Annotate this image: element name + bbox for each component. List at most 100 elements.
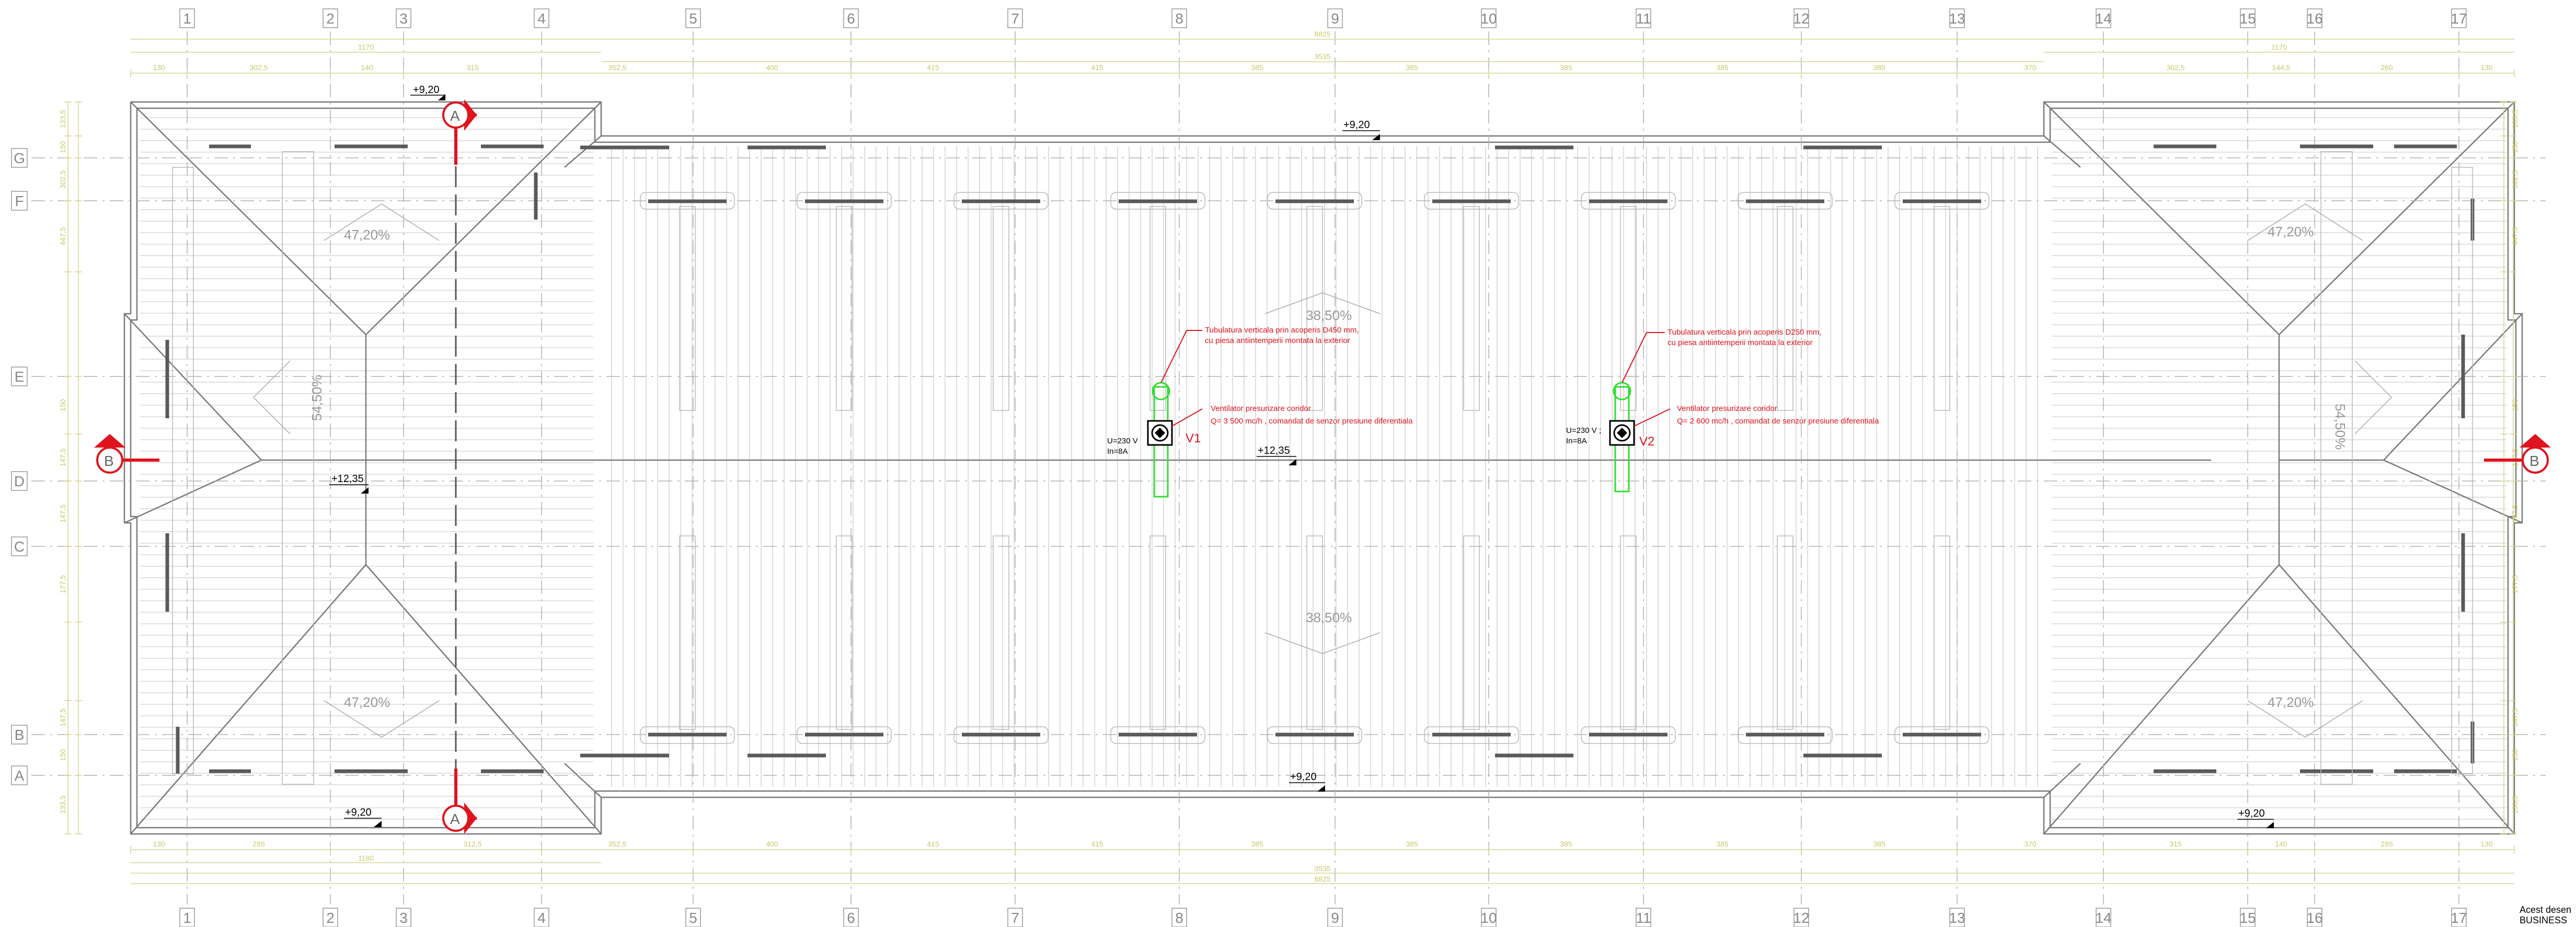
elevation-top-left: +9,20	[413, 84, 440, 96]
axis-bubble	[685, 908, 701, 927]
axis-label-col: 13	[1949, 10, 1965, 27]
dim-value: 385	[1406, 63, 1418, 72]
beam-outline	[1267, 726, 1362, 744]
axis-label-col: 8	[1175, 910, 1183, 926]
beam-outline	[1463, 206, 1480, 411]
dim-value-vertical: 302,5	[2511, 170, 2519, 188]
beam-outline	[1777, 535, 1793, 730]
dim-total: 1170	[358, 43, 374, 51]
dim-value-vertical: 150	[2511, 141, 2519, 153]
axis-bubble	[1171, 908, 1187, 927]
axis-label-col: 15	[2239, 910, 2256, 926]
fan-v2-elec-1: U=230 V ;	[1566, 426, 1601, 435]
axis-bubble	[11, 536, 28, 556]
axis-label-col: 4	[537, 10, 546, 27]
axis-bubble	[1481, 908, 1497, 927]
axis-label-row: D	[14, 473, 25, 489]
dim-value: 144,5	[2272, 63, 2290, 72]
dim-value: 385	[1873, 63, 1885, 72]
axis-bubble	[534, 8, 549, 28]
axis-label-col: 6	[847, 10, 855, 27]
beam-outline	[1581, 192, 1676, 210]
beam-outline	[1738, 192, 1833, 210]
corner-note-line-1: Acest desen	[2520, 905, 2572, 915]
dim-value: 415	[927, 63, 939, 72]
fan-v2-duct-note-2: cu piesa antiintemperii montata la exter…	[1668, 338, 1813, 347]
axis-label-col: 7	[1011, 10, 1019, 27]
axis-label-col: 2	[326, 10, 335, 27]
dim-value: 415	[1091, 840, 1103, 848]
axis-bubble	[843, 8, 859, 28]
dim-value-vertical: 150	[59, 749, 67, 761]
axis-bubble	[1007, 908, 1023, 927]
axis-label-col: 9	[1331, 10, 1339, 27]
elevation-center-mid: +12,35	[1258, 445, 1290, 456]
dim-value-vertical: 150	[2511, 399, 2519, 411]
dimension-labels: 130 302,5 140 315 352,5 400 415 415 385 385 385 385…	[59, 30, 2519, 883]
dim-value-vertical: 177,5	[2511, 575, 2519, 593]
roof-outline	[123, 101, 2523, 835]
dim-value: 312,5	[463, 840, 481, 848]
axis-label-row: F	[15, 193, 24, 209]
fan-v1-elec-2: In=8A	[1107, 447, 1128, 456]
elevation-markers: +9,20 +9,20 +12,35 +12,35 +9,20 +9,20 +9…	[329, 84, 2274, 828]
beam-outline	[1306, 206, 1323, 411]
axis-bubble	[843, 908, 859, 927]
axis-bubble	[2307, 8, 2322, 28]
dimension-lines	[64, 39, 2517, 884]
beam-outline	[993, 535, 1009, 730]
corner-note: Acest desen BUSINESS	[2520, 905, 2571, 925]
dim-value: 315	[2169, 840, 2182, 848]
axis-bubble	[1481, 8, 1497, 28]
axis-bubble	[1949, 8, 1965, 28]
beam-outline	[953, 726, 1049, 744]
axis-bubble	[2451, 8, 2467, 28]
fan-v1-fan-note-1: Ventilator presurizare coridor	[1211, 404, 1311, 413]
axis-bubble	[2240, 8, 2256, 28]
axis-label-row: E	[15, 369, 25, 385]
elevation-top-center: +9,20	[1343, 119, 1370, 131]
dim-value-vertical: 447,5	[2511, 227, 2519, 245]
axis-label-col: 6	[847, 910, 855, 926]
dim-value-vertical: 147,5	[2511, 505, 2519, 523]
dim-value: 352,5	[608, 63, 626, 72]
axis-bubble	[2307, 908, 2322, 927]
fan-v2-fan-note-1: Ventilator presurizare coridor	[1677, 404, 1777, 413]
dim-value: 385	[1560, 840, 1572, 848]
beam-outline	[1306, 535, 1323, 730]
dim-value-vertical: 147,5	[59, 448, 67, 466]
fan-v2-elec-2: In=8A	[1566, 437, 1587, 445]
beam-outline	[1110, 192, 1205, 210]
axis-bubble	[11, 148, 28, 168]
axis-label-col: 12	[1793, 910, 1809, 926]
dim-value: 415	[927, 840, 939, 848]
slope-label-bl: 47,20%	[344, 694, 390, 710]
beam-outline	[993, 206, 1009, 411]
axis-label-row: B	[15, 727, 25, 743]
axis-label-row: A	[15, 768, 25, 784]
axis-label-col: 16	[2306, 910, 2322, 926]
axis-label-col: 11	[1636, 910, 1651, 926]
slope-label-cb: 38,50%	[1306, 610, 1352, 625]
slope-label-br: 47,20%	[2268, 694, 2314, 710]
fan-v1-duct-note-1: Tubulatura verticala prin acoperis D450 …	[1205, 326, 1359, 335]
dim-value: 285	[2380, 840, 2393, 848]
axis-bubble	[685, 8, 701, 28]
corner-note-line-2: BUSINESS	[2520, 915, 2568, 925]
dim-total: 1170	[2271, 43, 2287, 51]
axis-label-col: 8	[1175, 10, 1183, 27]
dim-value: 385	[1406, 840, 1418, 848]
axis-label-col: 17	[2451, 910, 2467, 926]
slope-label-ml: 54,50%	[309, 375, 325, 421]
fan-v2-duct-note-1: Tubulatura verticala prin acoperis D250 …	[1668, 328, 1822, 337]
slope-label-ct: 38,50%	[1306, 307, 1352, 323]
dim-value: 385	[1873, 840, 1885, 848]
axis-bubble	[1327, 8, 1343, 28]
dim-value: 302,5	[249, 63, 268, 72]
dim-value: 385	[1560, 63, 1572, 72]
axis-bubble	[11, 191, 28, 211]
axis-label-col: 15	[2239, 10, 2256, 27]
dim-value-vertical: 150	[2511, 749, 2519, 761]
axis-label-col: 16	[2306, 10, 2322, 27]
dim-value-vertical: 133,5	[59, 795, 67, 814]
